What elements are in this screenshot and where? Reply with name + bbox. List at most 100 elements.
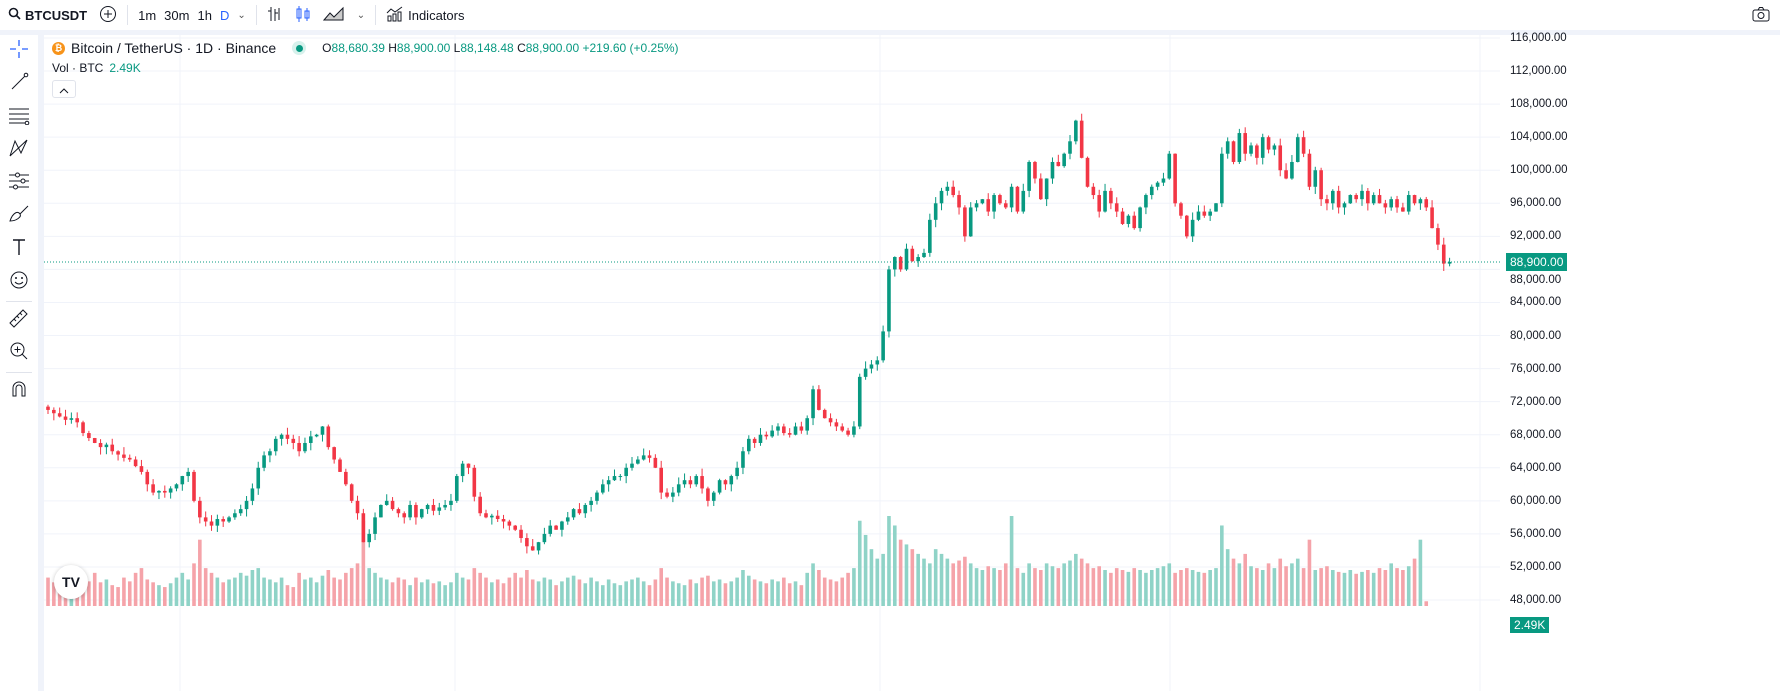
volume-bar [863,534,868,606]
candle-body [1208,211,1212,216]
candle-body [793,426,798,435]
candle-body [735,467,739,477]
candle-body [1313,170,1318,187]
volume-bar [840,577,845,606]
indicators-button[interactable]: Indicators [380,0,470,30]
symbol-search-button[interactable]: BTCUSDT [0,0,93,30]
volume-bar [1389,563,1393,606]
volume-bar [922,558,926,606]
pattern-tool[interactable] [0,134,38,167]
interval-30m[interactable]: 30m [164,7,190,23]
volume-bar [122,577,126,606]
emoji-tool[interactable] [0,266,38,299]
volume-bar [1406,566,1411,606]
fib-tool[interactable] [0,101,38,134]
volume-bar [256,568,261,606]
candle-body [151,484,155,493]
volume-bar [1237,563,1242,606]
candle-body [1033,161,1037,179]
volume-bar [425,579,430,606]
screenshot-button[interactable] [1746,0,1780,30]
trend-line-tool[interactable] [0,68,38,101]
crosshair-tool[interactable] [0,35,38,68]
compare-symbol-button[interactable] [93,0,123,30]
candle-body [309,436,313,443]
candle-body [92,438,97,443]
candle-body [758,434,763,443]
candle-body [250,488,255,501]
candle-body [723,480,728,485]
volume-bar [1132,568,1137,606]
volume-bar [227,579,231,606]
volume-bar [1202,572,1207,606]
volume-bar [846,572,850,606]
candle-body [291,438,296,443]
volume-bar [168,583,173,606]
volume-bar [501,583,506,606]
candle-body [530,546,535,551]
candle-body [881,331,885,361]
volume-bar [414,577,418,606]
brush-tool[interactable] [0,200,38,233]
candle-body [1109,190,1113,204]
candle-body [601,484,605,493]
candle-body [688,480,693,485]
candle-body [157,490,161,493]
market-status-dot-icon[interactable] [292,41,307,55]
volume-bar [986,566,991,606]
volume-bar [1395,568,1399,606]
candle-body [460,463,465,477]
volume-bar [729,581,734,606]
volume-bar [1027,563,1031,606]
volume-bar [116,587,120,606]
candle-body [1179,203,1183,216]
volume-bar [647,585,652,606]
candle-body [1202,211,1207,216]
chart-type-dropdown-chevron-icon[interactable]: ⌄ [356,9,366,21]
candle-body [1196,211,1201,220]
interval-1h[interactable]: 1h [197,7,212,23]
candle-body [367,533,371,543]
candle-body [145,471,150,485]
candle-body [279,434,284,439]
forecast-tool[interactable] [0,167,38,200]
interval-dropdown-chevron-icon[interactable]: ⌄ [237,9,246,21]
interval-d[interactable]: D [219,7,230,23]
volume-bar [1377,568,1382,606]
candle-body [711,492,716,501]
interval-1m[interactable]: 1m [138,7,157,23]
chevron-up-icon [59,82,69,97]
volume-bar [577,579,582,606]
volume-bar [589,577,593,606]
candle-body [729,476,734,485]
text-tool[interactable] [0,233,38,266]
volume-bar [671,581,675,606]
volume-bar [525,570,529,606]
area-chart-type-button[interactable] [317,0,351,30]
bars-icon [267,5,283,26]
price-axis[interactable]: 116,000.00 112,000.00 108,000.00 104,000.00… [1500,32,1780,691]
volume-bar [881,553,885,606]
candle-body [1237,133,1242,162]
zoom-in-tool[interactable] [0,337,38,370]
volume-bar [910,549,915,606]
candle-body [986,199,991,212]
candle-body [1360,190,1364,200]
candles-chart-type-button[interactable] [289,0,317,30]
magnet-tool[interactable] [0,375,38,408]
volume-bar [291,587,296,606]
volume-bar [1249,566,1253,606]
collapse-legend-button[interactable] [52,80,76,98]
candle-body [297,442,301,452]
price-tick-label: 84,000.00 [1510,296,1562,309]
volume-bar [688,579,693,606]
chart-pane[interactable] [44,35,1780,691]
tradingview-logo[interactable]: TV [54,565,88,599]
volume-bar [1220,525,1224,606]
candle-body [466,463,471,468]
symbol-title[interactable]: Bitcoin / TetherUS · 1D · Binance [71,40,277,56]
candle-body [361,513,366,543]
bars-chart-type-button[interactable] [261,0,289,30]
ruler-tool[interactable] [0,304,38,337]
price-chart[interactable] [44,35,1780,691]
